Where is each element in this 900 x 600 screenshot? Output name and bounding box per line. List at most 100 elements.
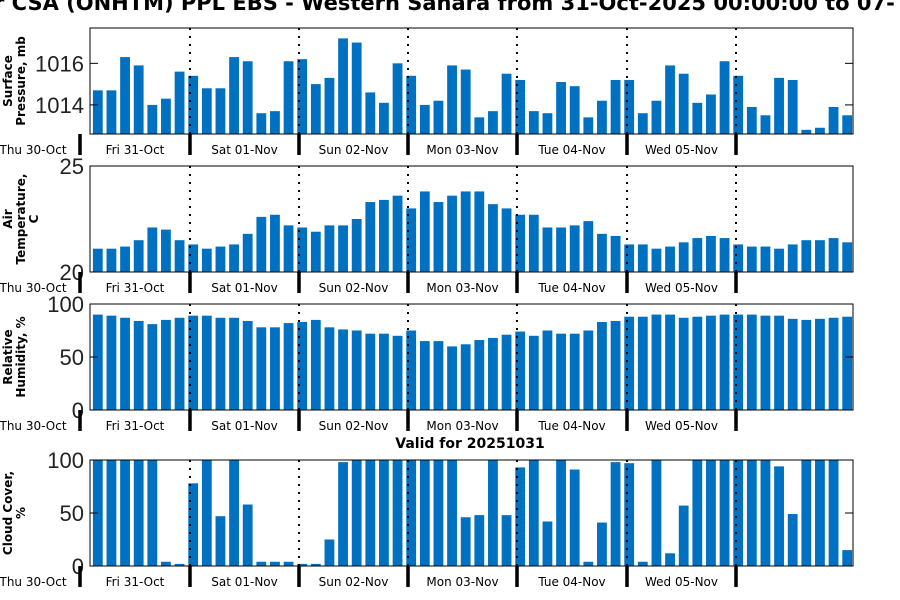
bar [106, 90, 117, 134]
day-label: Tue 04-Nov [537, 575, 605, 589]
bar [406, 208, 417, 272]
bar [406, 75, 417, 134]
bar [215, 317, 226, 410]
day-label: Sat 01-Nov [211, 419, 278, 433]
bar [719, 314, 730, 410]
day-label: Wed 05-Nov [645, 281, 718, 295]
day-label: Wed 05-Nov [645, 575, 718, 589]
day-label: Sat 01-Nov [211, 143, 278, 157]
bar [147, 227, 158, 272]
bar [392, 195, 403, 272]
bar [556, 460, 566, 566]
day-label: Fri 31-Oct [106, 419, 165, 433]
bar [433, 202, 444, 272]
bar [665, 246, 675, 272]
bar [733, 244, 744, 272]
bar [256, 327, 267, 410]
bar [501, 515, 512, 566]
bar [501, 208, 512, 272]
bar [324, 225, 335, 272]
bar [842, 115, 853, 134]
axes-frame [89, 27, 854, 135]
bar [256, 561, 267, 566]
bar [324, 327, 335, 410]
bar [460, 517, 471, 566]
day-label: Fri 31-Oct [106, 281, 165, 295]
bar [665, 65, 675, 134]
day-label: Tue 04-Nov [537, 419, 605, 433]
bar [488, 111, 498, 134]
bar [678, 317, 689, 410]
bar [188, 483, 199, 566]
bar [392, 460, 403, 566]
day-label: Sat 01-Nov [211, 281, 278, 295]
day-label: Mon 03-Nov [426, 281, 498, 295]
bar [746, 314, 757, 410]
bar [801, 240, 812, 272]
bar [147, 104, 158, 134]
day-label: Sun 02-Nov [319, 281, 389, 295]
y-tick-label: 1016 [35, 51, 84, 76]
bar [365, 202, 376, 272]
day-label: Wed 05-Nov [645, 143, 718, 157]
bar [542, 113, 553, 134]
bar [815, 240, 825, 272]
y-axis-label: AirTemperature,C [1, 174, 41, 265]
bar [842, 316, 853, 410]
bar [229, 244, 239, 272]
bar [774, 315, 784, 410]
bar [174, 317, 185, 410]
bar [488, 460, 498, 566]
day-label: Mon 03-Nov [426, 143, 498, 157]
bar [774, 77, 784, 134]
bar [242, 233, 253, 272]
bar [624, 463, 635, 566]
bar [270, 214, 280, 272]
bar [242, 320, 253, 410]
bar [133, 65, 144, 134]
bar [365, 92, 376, 134]
bar [474, 117, 485, 134]
day-label: Sun 02-Nov [319, 575, 389, 589]
bar [706, 235, 716, 272]
bar [229, 460, 239, 566]
bar [161, 319, 171, 410]
bar [760, 115, 771, 134]
bar [92, 90, 103, 134]
bar [351, 219, 362, 272]
bar [528, 460, 539, 566]
bar [569, 469, 580, 566]
bar [474, 340, 485, 410]
bar [665, 553, 675, 566]
day-label: Sat 01-Nov [211, 575, 278, 589]
bar [120, 460, 130, 566]
bar [651, 314, 662, 410]
bar [92, 314, 103, 410]
day-label: Thu 30-Oct [0, 575, 67, 589]
bar [215, 516, 226, 566]
bar [297, 563, 308, 566]
y-tick-label: 50 [60, 501, 84, 526]
bar [801, 319, 812, 410]
bar [501, 73, 512, 134]
y-axis-label: Cloud Cover,% [1, 471, 28, 555]
bar [746, 106, 757, 134]
bar [719, 460, 730, 566]
bar [583, 561, 594, 566]
y-tick-label: 100 [47, 448, 84, 473]
bar [392, 63, 403, 135]
bar [583, 221, 594, 272]
bar [801, 129, 812, 134]
bar [488, 204, 498, 272]
bar [174, 563, 185, 566]
bar [610, 320, 621, 410]
chart-title: r CSA (ONHTM) PPL EBS - Western Sahara f… [0, 0, 895, 15]
bar [556, 227, 566, 272]
bar [365, 333, 376, 410]
bar [515, 467, 526, 566]
bar [828, 317, 839, 410]
bar [379, 102, 389, 134]
y-axis-label: SurfacePressure, mb [1, 36, 28, 126]
bar [133, 460, 144, 566]
